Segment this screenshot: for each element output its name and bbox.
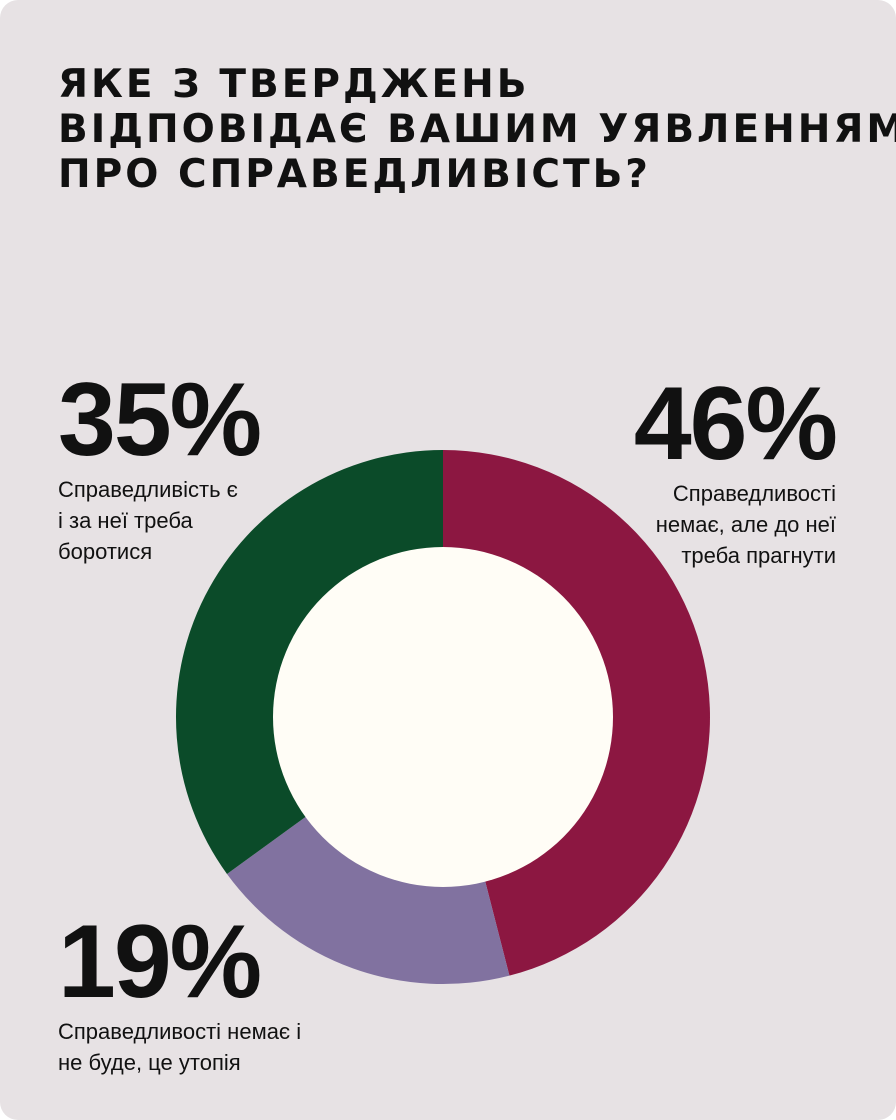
slice-label-borotysia: 35% Справедливість є і за неї треба боро… xyxy=(58,362,262,567)
slice-description-line: Справедливості немає і xyxy=(58,1019,302,1044)
slice-description-line: і за неї треба xyxy=(58,508,193,533)
slice-description: Справедливості немає і не буде, це утопі… xyxy=(58,1016,301,1078)
chart-title-line: відповідає вашим уявленням xyxy=(58,107,896,152)
donut-center xyxy=(273,547,613,887)
slice-description: Справедливості немає, але до неї треба п… xyxy=(634,478,836,571)
percent-label: 46% xyxy=(633,366,838,482)
percent-label: 35% xyxy=(58,362,262,478)
slice-description-line: Справедливості xyxy=(672,481,836,506)
slice-description-line: треба прагнути xyxy=(681,543,836,568)
slice-description-line: боротися xyxy=(58,539,153,564)
slice-description: Справедливість є і за неї треба боротися xyxy=(58,474,260,567)
slice-description-line: Справедливість є xyxy=(58,477,238,502)
percent-label: 19% xyxy=(58,904,262,1020)
slice-description-line: немає, але до неї xyxy=(655,512,836,537)
chart-title: Яке з тверджень відповідає вашим уявленн… xyxy=(58,62,896,197)
slice-label-prahnuty: 46% Справедливості немає, але до неї тре… xyxy=(633,366,838,571)
chart-title-line: Яке з тверджень xyxy=(58,62,530,107)
slice-label-utopia: 19% Справедливості немає і не буде, це у… xyxy=(58,904,301,1078)
chart-title-line: про справедливість? xyxy=(58,152,651,197)
slice-description-line: не буде, це утопія xyxy=(58,1050,241,1075)
